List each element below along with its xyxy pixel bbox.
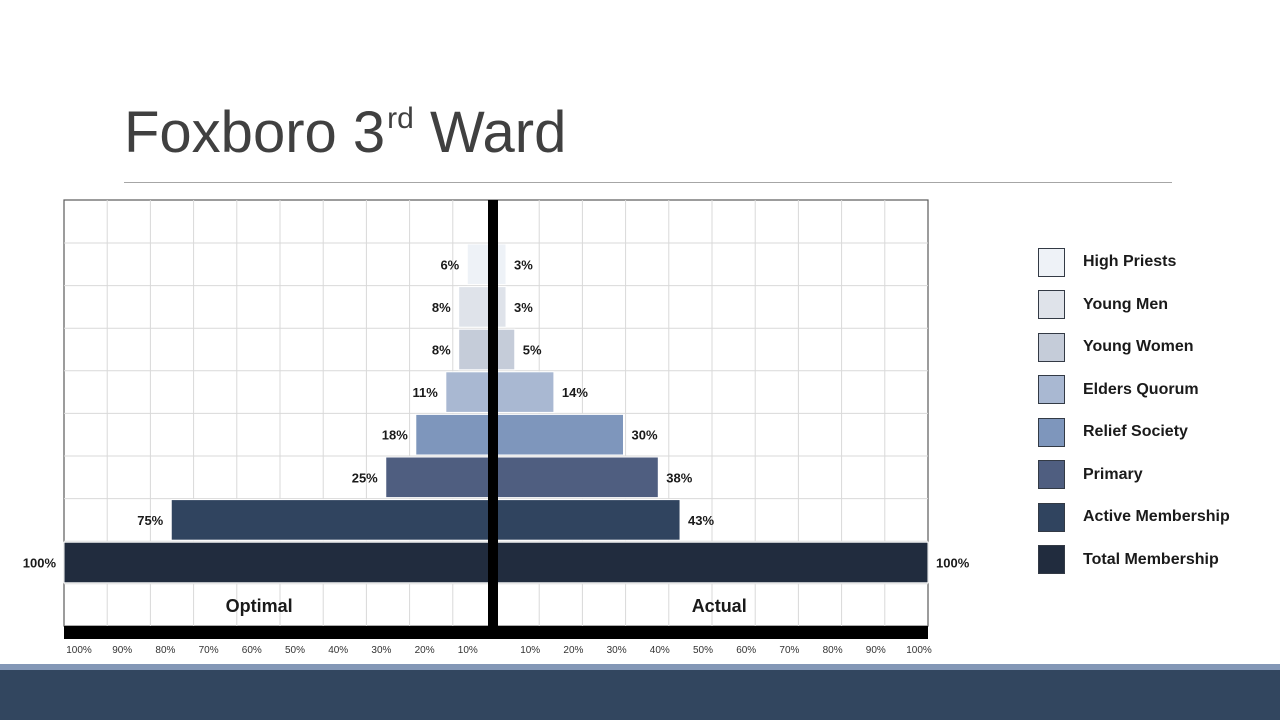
bar-optimal-elders-quorum — [445, 371, 494, 413]
series-label-actual: Actual — [692, 596, 747, 616]
x-tick-label-left: 100% — [66, 645, 92, 656]
legend-swatch — [1038, 417, 1065, 447]
x-tick-label-left: 40% — [328, 645, 348, 656]
bar-optimal-relief-society — [415, 413, 494, 456]
legend-label: Young Men — [1083, 295, 1169, 313]
legend-swatch — [1038, 247, 1065, 277]
legend-item-high-priests: High Priests — [1038, 246, 1274, 278]
data-label-optimal-primary: 25% — [352, 470, 378, 485]
legend-swatch — [1038, 290, 1065, 319]
bar-optimal-young-men — [458, 286, 494, 328]
data-label-optimal-total-membership: 100% — [23, 556, 57, 571]
data-label-actual-active-membership: 43% — [688, 513, 714, 528]
x-tick-label-left: 90% — [112, 645, 132, 656]
data-label-optimal-high-priests: 6% — [440, 257, 459, 272]
x-tick-label-right: 80% — [823, 645, 843, 656]
legend-swatch — [1038, 460, 1065, 489]
x-tick-label-right: 30% — [607, 645, 627, 656]
data-label-optimal-relief-society: 18% — [382, 428, 408, 443]
x-tick-label-right: 70% — [779, 645, 799, 656]
data-label-optimal-active-membership: 75% — [137, 513, 163, 528]
slide-title: Foxboro 3rd Ward — [124, 104, 566, 162]
series-label-optimal: Optimal — [226, 596, 293, 616]
bar-optimal-primary — [385, 456, 494, 499]
legend-item-young-women: Young Women — [1038, 331, 1274, 363]
legend-swatch — [1038, 502, 1065, 532]
x-tick-label-left: 30% — [371, 645, 391, 656]
data-label-optimal-elders-quorum: 11% — [412, 385, 438, 400]
x-tick-label-left: 80% — [155, 645, 175, 656]
legend-label: Elders Quorum — [1083, 380, 1199, 398]
x-tick-label-right: 20% — [563, 645, 583, 656]
data-label-actual-elders-quorum: 14% — [562, 385, 588, 400]
legend-label: Total Membership — [1083, 550, 1219, 568]
data-label-actual-relief-society: 30% — [632, 428, 658, 443]
legend-label: Active Membership — [1083, 508, 1230, 525]
legend-label: High Priests — [1083, 253, 1177, 270]
legend-item-primary: Primary — [1038, 459, 1274, 491]
title-superscript: rd — [387, 102, 414, 135]
bar-actual-elders-quorum — [492, 371, 555, 413]
center-divider — [488, 200, 498, 626]
data-label-optimal-young-women: 8% — [432, 343, 451, 358]
legend-label: Relief Society — [1083, 423, 1188, 440]
x-tick-label-right: 50% — [693, 645, 713, 656]
footer-accent-stripe — [0, 664, 1280, 670]
bar-actual-primary — [492, 456, 659, 499]
x-axis-bar — [64, 626, 928, 639]
legend-item-active-membership: Active Membership — [1038, 501, 1274, 533]
data-label-actual-total-membership: 100% — [936, 556, 970, 571]
x-tick-label-right: 100% — [906, 645, 932, 656]
bar-actual-relief-society — [492, 413, 624, 456]
data-label-actual-high-priests: 3% — [514, 257, 533, 272]
legend-item-total-membership: Total Membership — [1038, 544, 1274, 576]
legend-item-elders-quorum: Elders Quorum — [1038, 374, 1274, 406]
x-tick-label-right: 90% — [866, 645, 886, 656]
x-tick-label-right: 10% — [520, 645, 540, 656]
title-divider — [124, 182, 1172, 183]
legend-swatch — [1038, 332, 1065, 362]
data-label-optimal-young-men: 8% — [432, 300, 451, 315]
bar-actual-total-membership — [492, 541, 929, 584]
x-tick-label-left: 60% — [242, 645, 262, 656]
legend-label: Primary — [1083, 465, 1143, 483]
title-tail: Ward — [413, 100, 567, 165]
x-tick-label-right: 60% — [736, 645, 756, 656]
legend-label: Young Women — [1083, 338, 1194, 355]
legend-item-relief-society: Relief Society — [1038, 416, 1274, 448]
x-tick-label-left: 70% — [199, 645, 219, 656]
footer-band — [0, 670, 1280, 720]
x-tick-label-left: 50% — [285, 645, 305, 656]
bar-optimal-young-women — [458, 328, 494, 371]
data-label-actual-young-women: 5% — [523, 343, 542, 358]
bar-actual-active-membership — [492, 499, 681, 541]
legend-swatch — [1038, 545, 1065, 574]
bar-optimal-total-membership — [63, 541, 494, 584]
data-label-actual-young-men: 3% — [514, 300, 533, 315]
x-tick-label-left: 10% — [458, 645, 478, 656]
x-tick-label-left: 20% — [415, 645, 435, 656]
data-label-actual-primary: 38% — [666, 470, 692, 485]
legend-item-young-men: Young Men — [1038, 289, 1274, 321]
bar-optimal-active-membership — [170, 499, 494, 541]
legend-swatch — [1038, 375, 1065, 404]
x-tick-label-right: 40% — [650, 645, 670, 656]
title-main: Foxboro 3 — [124, 100, 386, 165]
